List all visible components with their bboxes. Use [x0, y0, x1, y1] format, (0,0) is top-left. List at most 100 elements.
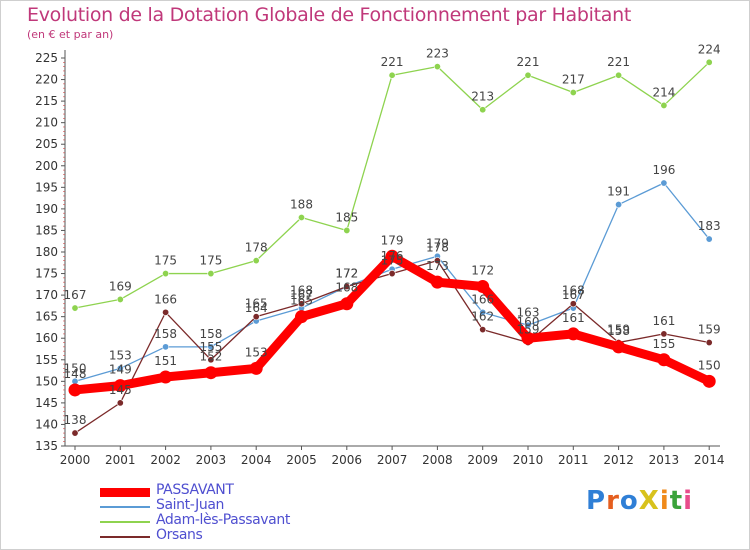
data-label-adam-l-s-passavant: 223 [426, 47, 449, 61]
data-label-passavant: 173 [426, 259, 449, 273]
data-label-passavant: 148 [64, 367, 87, 381]
data-label-saint-juan: 176 [381, 249, 404, 263]
data-label-saint-juan: 172 [335, 266, 358, 280]
legend-label: Orsans [156, 527, 203, 543]
x-tick-label: 2012 [603, 453, 634, 467]
data-label-passavant: 172 [471, 263, 494, 277]
data-point-adam-l-s-passavant [569, 88, 577, 96]
data-point-orsans [388, 270, 396, 278]
data-point-saint-juan [479, 308, 487, 316]
data-point-passavant [340, 297, 354, 311]
data-label-saint-juan: 191 [607, 185, 630, 199]
y-tick-label: 175 [35, 267, 58, 281]
data-point-orsans [162, 308, 170, 316]
logo-letter: P [586, 486, 607, 516]
data-label-orsans: 166 [154, 292, 177, 306]
data-label-passavant: 161 [562, 311, 585, 325]
y-tick-label: 140 [35, 417, 58, 431]
data-label-orsans: 162 [471, 310, 494, 324]
x-tick-label: 2003 [196, 453, 227, 467]
data-label-passavant: 179 [381, 233, 404, 247]
data-point-passavant [159, 370, 173, 384]
y-tick-label: 190 [35, 202, 58, 216]
data-point-orsans [252, 313, 260, 321]
y-tick-label: 185 [35, 223, 58, 237]
proxiti-logo: ProXiti [586, 486, 693, 516]
data-point-saint-juan [116, 364, 124, 372]
data-point-passavant [68, 383, 82, 397]
legend-label: Saint-Juan [156, 497, 225, 513]
data-point-passavant [204, 366, 218, 380]
legend-swatch [100, 506, 150, 508]
data-label-orsans: 172 [335, 266, 358, 280]
data-point-saint-juan [705, 235, 713, 243]
data-label-passavant: 155 [652, 337, 675, 351]
data-label-adam-l-s-passavant: 221 [381, 55, 404, 69]
x-tick-label: 2005 [286, 453, 317, 467]
data-point-passavant [702, 374, 716, 388]
data-label-adam-l-s-passavant: 185 [335, 210, 358, 224]
data-point-adam-l-s-passavant [207, 270, 215, 278]
data-label-orsans: 175 [381, 254, 404, 268]
data-label-saint-juan: 163 [517, 305, 540, 319]
logo-letter: i [683, 486, 694, 516]
logo-letter: i [659, 486, 670, 516]
data-point-adam-l-s-passavant [660, 101, 668, 109]
y-tick-label: 165 [35, 310, 58, 324]
data-point-adam-l-s-passavant [343, 226, 351, 234]
data-point-saint-juan [207, 343, 215, 351]
y-tick-label: 210 [35, 116, 58, 130]
data-point-orsans [660, 330, 668, 338]
data-label-saint-juan: 196 [652, 163, 675, 177]
data-label-saint-juan: 150 [64, 361, 87, 375]
data-point-passavant [612, 340, 626, 354]
data-point-orsans [343, 282, 351, 290]
data-label-orsans: 168 [562, 284, 585, 298]
data-point-saint-juan [615, 201, 623, 209]
data-label-saint-juan: 158 [199, 327, 222, 341]
data-point-orsans [705, 339, 713, 347]
data-label-orsans: 155 [199, 340, 222, 354]
data-label-saint-juan: 166 [471, 292, 494, 306]
data-label-adam-l-s-passavant: 188 [290, 198, 313, 212]
x-tick-label: 2009 [467, 453, 498, 467]
data-label-adam-l-s-passavant: 167 [64, 288, 87, 302]
data-label-orsans: 145 [109, 383, 132, 397]
data-label-passavant: 151 [154, 354, 177, 368]
data-label-orsans: 165 [245, 297, 268, 311]
data-label-adam-l-s-passavant: 214 [652, 85, 675, 99]
data-point-orsans [433, 257, 441, 265]
x-tick-label: 2002 [150, 453, 181, 467]
legend-swatch [100, 521, 150, 523]
data-point-passavant [249, 361, 263, 375]
data-label-saint-juan: 164 [245, 301, 268, 315]
data-label-adam-l-s-passavant: 221 [607, 55, 630, 69]
data-point-orsans [297, 300, 305, 308]
y-tick-label: 195 [35, 180, 58, 194]
data-point-adam-l-s-passavant [297, 214, 305, 222]
data-label-adam-l-s-passavant: 224 [698, 42, 721, 56]
data-point-adam-l-s-passavant [71, 304, 79, 312]
data-label-passavant: 165 [290, 294, 313, 308]
data-point-adam-l-s-passavant [252, 257, 260, 265]
data-label-orsans: 159 [698, 323, 721, 337]
data-point-adam-l-s-passavant [433, 63, 441, 71]
legend-swatch [100, 536, 150, 538]
data-label-passavant: 160 [517, 315, 540, 329]
x-tick-label: 2008 [422, 453, 453, 467]
data-label-passavant: 152 [199, 350, 222, 364]
data-point-orsans [71, 429, 79, 437]
data-label-adam-l-s-passavant: 217 [562, 72, 585, 86]
data-point-adam-l-s-passavant [615, 71, 623, 79]
legend-label: Adam-lès-Passavant [156, 512, 290, 528]
y-tick-label: 225 [35, 51, 58, 65]
data-point-adam-l-s-passavant [479, 106, 487, 114]
data-point-passavant [430, 275, 444, 289]
data-point-adam-l-s-passavant [705, 58, 713, 66]
x-tick-label: 2006 [332, 453, 363, 467]
data-label-adam-l-s-passavant: 175 [154, 254, 177, 268]
y-tick-label: 200 [35, 159, 58, 173]
y-tick-label: 155 [35, 353, 58, 367]
data-label-orsans: 159 [607, 323, 630, 337]
